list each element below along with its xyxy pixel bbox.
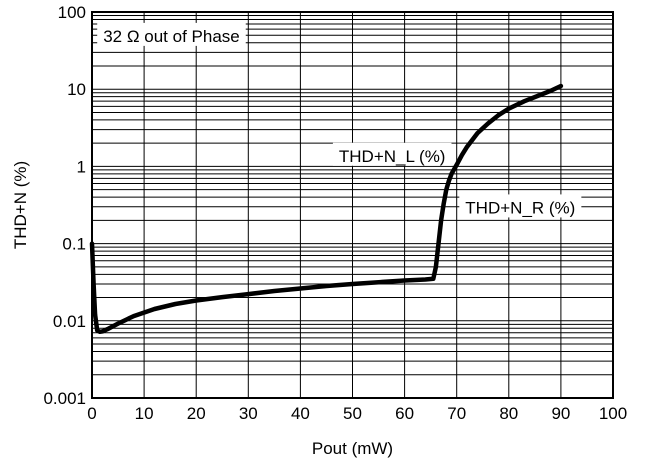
- x-tick-label: 60: [395, 404, 414, 423]
- annotation-0: 32 Ω out of Phase: [97, 22, 246, 46]
- annotation-text: 32 Ω out of Phase: [103, 27, 240, 46]
- x-tick-label: 100: [599, 404, 627, 423]
- series-line-0: [89, 83, 564, 335]
- x-axis-label: Pout (mW): [312, 439, 393, 458]
- y-tick-label: 10: [67, 80, 86, 99]
- x-tick-label: 20: [187, 404, 206, 423]
- plot-frame: [91, 11, 614, 399]
- y-axis-ticks: 0.001 0.01 0.1 1 10 100: [43, 3, 86, 408]
- y-tick-label: 100: [58, 3, 86, 22]
- x-tick-label: 30: [239, 404, 258, 423]
- x-tick-label: 90: [551, 404, 570, 423]
- x-tick-label: 0: [87, 404, 96, 423]
- x-tick-label: 10: [135, 404, 154, 423]
- x-tick-label: 70: [447, 404, 466, 423]
- annotation-box: [332, 142, 452, 166]
- annotation-box: [97, 22, 246, 46]
- annotation-1: THD+N_L (%): [332, 142, 452, 166]
- y-axis-label: THD+N (%): [11, 161, 30, 249]
- data-series: [89, 83, 564, 335]
- annotation-text: THD+N_R (%): [465, 198, 575, 217]
- annotation-box: [459, 194, 582, 218]
- y-tick-label: 0.001: [43, 389, 86, 408]
- annotations: 32 Ω out of Phase THD+N_L (%) THD+N_R (%): [97, 22, 582, 218]
- y-tick-label: 0.1: [62, 235, 86, 254]
- annotation-2: THD+N_R (%): [459, 194, 582, 218]
- y-tick-label: 0.01: [53, 312, 86, 331]
- x-tick-label: 50: [343, 404, 362, 423]
- grid-lines: [92, 12, 613, 398]
- x-tick-label: 80: [499, 404, 518, 423]
- x-axis-ticks: 0 10 20 30 40 50 60 70 80 90 100: [87, 404, 627, 423]
- x-tick-label: 40: [291, 404, 310, 423]
- y-tick-label: 1: [77, 157, 86, 176]
- annotation-text: THD+N_L (%): [339, 147, 446, 166]
